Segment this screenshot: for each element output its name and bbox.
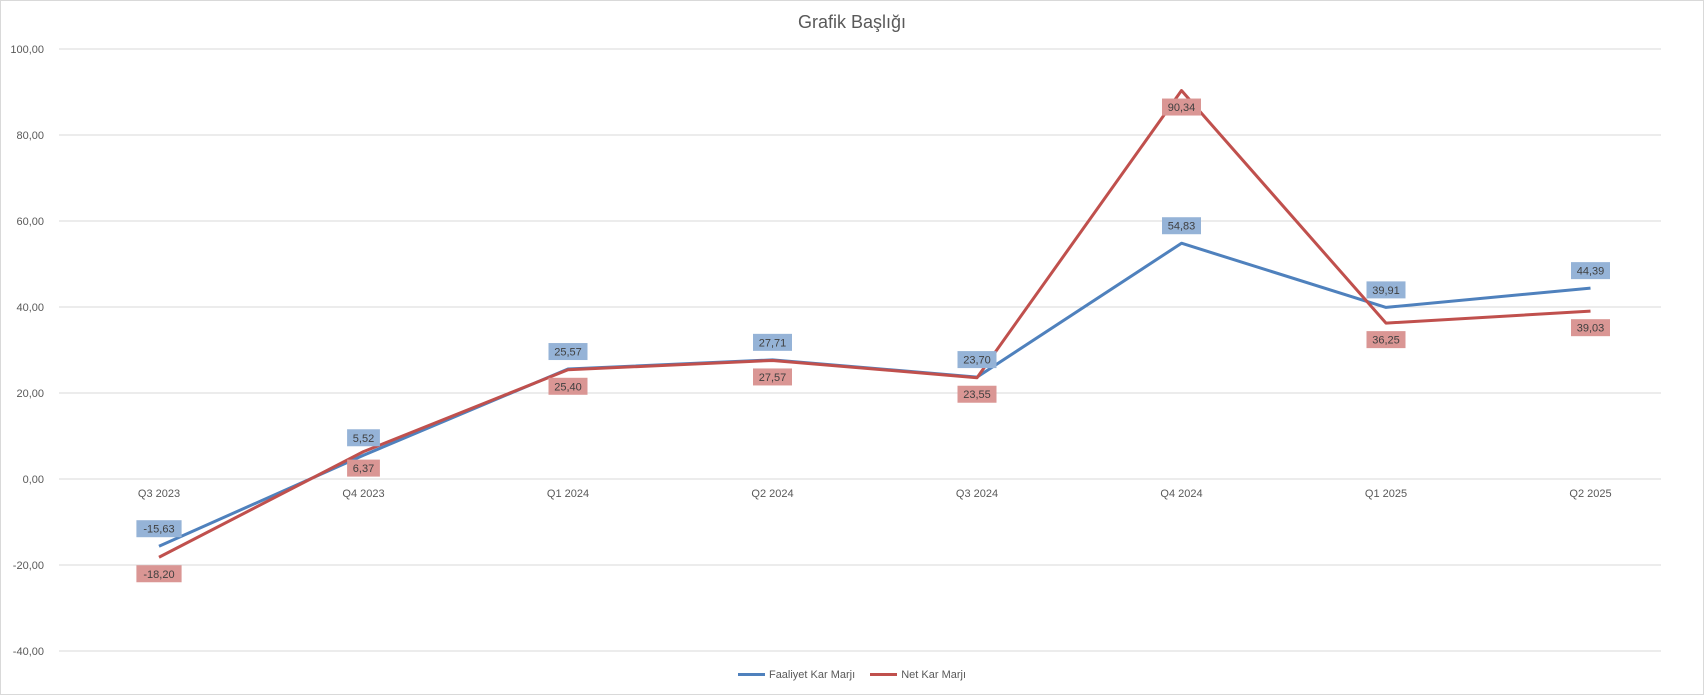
x-tick-label: Q1 2024 <box>547 488 589 500</box>
data-label-text: -18,20 <box>143 569 174 581</box>
data-label: 90,34 <box>1162 98 1201 116</box>
data-label-text: 5,52 <box>353 433 374 445</box>
data-label: -15,63 <box>136 520 182 538</box>
x-tick-label: Q3 2023 <box>138 488 180 500</box>
data-label: 23,55 <box>957 385 997 403</box>
data-label: 27,71 <box>753 333 792 351</box>
y-tick-label: -40,00 <box>13 646 44 658</box>
legend-item-faaliyet: Faaliyet Kar Marjı <box>737 668 856 681</box>
y-tick-label: 100,00 <box>10 44 44 56</box>
data-label-text: 25,57 <box>554 347 582 359</box>
data-label: 39,91 <box>1366 281 1406 299</box>
data-label: 25,40 <box>548 377 588 395</box>
data-label-bg <box>548 343 588 361</box>
data-label-bg <box>1571 262 1610 280</box>
legend-swatch-net <box>870 673 898 676</box>
x-tick-label: Q1 2025 <box>1365 488 1407 500</box>
data-label-bg <box>1571 319 1610 337</box>
data-label-bg <box>136 565 182 583</box>
data-label-bg <box>1162 98 1201 116</box>
data-label-text: 44,39 <box>1577 266 1605 278</box>
data-label: 44,39 <box>1571 262 1610 280</box>
data-label-bg <box>957 351 997 369</box>
chart-title: Grafik Başlığı <box>797 12 907 32</box>
data-label: 23,70 <box>957 351 997 369</box>
x-tick-label: Q2 2024 <box>751 488 793 500</box>
data-label-bg <box>136 520 182 538</box>
legend: Faaliyet Kar Marjı Net Kar Marjı <box>1 667 1703 681</box>
data-label-text: 54,83 <box>1168 221 1196 233</box>
data-label-bg <box>548 377 588 395</box>
data-label-text: 39,91 <box>1372 285 1400 297</box>
data-label: 36,25 <box>1366 331 1406 349</box>
y-tick-label: 60,00 <box>16 216 44 228</box>
data-label: 54,83 <box>1162 217 1201 235</box>
data-label-text: 23,55 <box>963 389 991 401</box>
data-label-bg <box>1366 281 1406 299</box>
data-label-bg <box>753 368 792 386</box>
y-tick-label: 0,00 <box>23 474 44 486</box>
data-label-text: 27,57 <box>759 372 787 384</box>
data-label-text: 23,70 <box>963 355 991 367</box>
data-label: 27,57 <box>753 368 792 386</box>
data-label-text: 6,37 <box>353 463 374 475</box>
data-label: -18,20 <box>136 565 182 583</box>
x-tick-label: Q4 2023 <box>342 488 384 500</box>
data-label: 5,52 <box>347 429 380 447</box>
data-label-bg <box>347 429 380 447</box>
data-label: 39,03 <box>1571 319 1610 337</box>
legend-item-net: Net Kar Marjı <box>870 669 966 681</box>
data-label-text: 39,03 <box>1577 323 1605 335</box>
legend-label-faaliyet: Faaliyet Kar Marjı <box>768 668 856 681</box>
data-label-bg <box>347 459 380 477</box>
legend-label-net: Net Kar Marjı <box>901 668 967 681</box>
y-tick-label: -20,00 <box>13 560 44 572</box>
x-tick-label: Q4 2024 <box>1160 488 1202 500</box>
data-label-bg <box>1366 331 1406 349</box>
data-label: 25,57 <box>548 343 588 361</box>
series-line-net <box>158 89 1591 559</box>
y-tick-label: 20,00 <box>16 388 44 400</box>
y-tick-label: 80,00 <box>16 130 44 142</box>
x-tick-label: Q3 2024 <box>956 488 998 500</box>
data-label-text: -15,63 <box>143 524 174 536</box>
data-label-bg <box>753 333 792 351</box>
legend-swatch-faaliyet <box>737 673 765 676</box>
data-label-text: 27,71 <box>759 337 787 349</box>
x-tick-label: Q2 2025 <box>1569 488 1611 500</box>
data-label-bg <box>957 385 997 403</box>
data-label: 6,37 <box>347 459 380 477</box>
data-label-text: 90,34 <box>1168 102 1196 114</box>
data-label-text: 36,25 <box>1372 335 1400 347</box>
data-label-text: 25,40 <box>554 381 582 393</box>
y-tick-label: 40,00 <box>16 302 44 314</box>
data-label-bg <box>1162 217 1201 235</box>
